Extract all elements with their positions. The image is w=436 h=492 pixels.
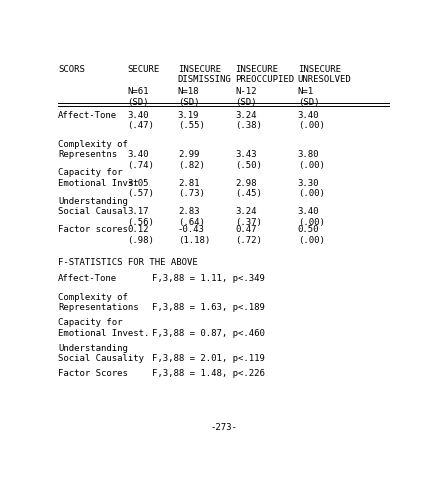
Text: 2.99: 2.99 [178,150,199,159]
Text: 2.83: 2.83 [178,208,199,216]
Text: (SD): (SD) [127,97,149,107]
Text: INSECURE: INSECURE [235,65,278,74]
Text: Understanding: Understanding [58,197,128,206]
Text: (.00): (.00) [298,161,325,170]
Text: -0.43: -0.43 [178,225,205,234]
Text: (.00): (.00) [298,236,325,245]
Text: F,3,88 = 1.11, p<.349: F,3,88 = 1.11, p<.349 [153,274,266,283]
Text: SCORS: SCORS [58,65,85,74]
Text: (.74): (.74) [127,161,154,170]
Text: F,3,88 = 0.87, p<.460: F,3,88 = 0.87, p<.460 [153,329,266,338]
Text: 3.43: 3.43 [235,150,257,159]
Text: 3.19: 3.19 [178,111,199,120]
Text: (.47): (.47) [127,122,154,130]
Text: Representns: Representns [58,150,117,159]
Text: (.00): (.00) [298,189,325,198]
Text: N=1: N=1 [298,87,314,96]
Text: 3.40: 3.40 [298,111,319,120]
Text: (SD): (SD) [178,97,199,107]
Text: (SD): (SD) [235,97,257,107]
Text: SECURE: SECURE [127,65,160,74]
Text: -273-: -273- [210,423,237,432]
Text: 3.40: 3.40 [127,150,149,159]
Text: INSECURE: INSECURE [298,65,341,74]
Text: (.98): (.98) [127,236,154,245]
Text: 3.24: 3.24 [235,208,257,216]
Text: (.57): (.57) [127,189,154,198]
Text: Social Causality: Social Causality [58,354,144,363]
Text: (.38): (.38) [235,122,262,130]
Text: 3.24: 3.24 [235,111,257,120]
Text: 2.98: 2.98 [235,179,257,188]
Text: (1.18): (1.18) [178,236,210,245]
Text: UNRESOLVED: UNRESOLVED [298,75,351,84]
Text: (.72): (.72) [235,236,262,245]
Text: INSECURE: INSECURE [178,65,221,74]
Text: (.73): (.73) [178,189,205,198]
Text: (.00): (.00) [298,218,325,227]
Text: (.50): (.50) [235,161,262,170]
Text: Factor scores: Factor scores [58,225,128,234]
Text: (SD): (SD) [298,97,319,107]
Text: Understanding: Understanding [58,344,128,353]
Text: Complexity of: Complexity of [58,140,128,149]
Text: N-12: N-12 [235,87,257,96]
Text: PREOCCUPIED: PREOCCUPIED [235,75,294,84]
Text: (.55): (.55) [178,122,205,130]
Text: N=61: N=61 [127,87,149,96]
Text: (.00): (.00) [298,122,325,130]
Text: Factor Scores: Factor Scores [58,369,128,378]
Text: F,3,88 = 2.01, p<.119: F,3,88 = 2.01, p<.119 [153,354,266,363]
Text: Capacity for: Capacity for [58,318,123,327]
Text: 0.12: 0.12 [127,225,149,234]
Text: (.64): (.64) [178,218,205,227]
Text: (.56): (.56) [127,218,154,227]
Text: Emotional Invest.: Emotional Invest. [58,329,149,338]
Text: 3.05: 3.05 [127,179,149,188]
Text: 3.80: 3.80 [298,150,319,159]
Text: 3.40: 3.40 [298,208,319,216]
Text: 3.17: 3.17 [127,208,149,216]
Text: Capacity for: Capacity for [58,168,123,177]
Text: DISMISSING: DISMISSING [178,75,232,84]
Text: (.82): (.82) [178,161,205,170]
Text: F,3,88 = 1.63, p<.189: F,3,88 = 1.63, p<.189 [153,304,266,312]
Text: Social Causal: Social Causal [58,208,128,216]
Text: 0.50: 0.50 [298,225,319,234]
Text: Affect-Tone: Affect-Tone [58,111,117,120]
Text: Affect-Tone: Affect-Tone [58,274,117,283]
Text: (.37): (.37) [235,218,262,227]
Text: Emotional Invst: Emotional Invst [58,179,139,188]
Text: (.45): (.45) [235,189,262,198]
Text: 3.30: 3.30 [298,179,319,188]
Text: 0.47: 0.47 [235,225,257,234]
Text: F-STATISTICS FOR THE ABOVE: F-STATISTICS FOR THE ABOVE [58,258,198,267]
Text: Representations: Representations [58,304,139,312]
Text: F,3,88 = 1.48, p<.226: F,3,88 = 1.48, p<.226 [153,369,266,378]
Text: N=18: N=18 [178,87,199,96]
Text: Complexity of: Complexity of [58,293,128,302]
Text: 3.40: 3.40 [127,111,149,120]
Text: 2.81: 2.81 [178,179,199,188]
